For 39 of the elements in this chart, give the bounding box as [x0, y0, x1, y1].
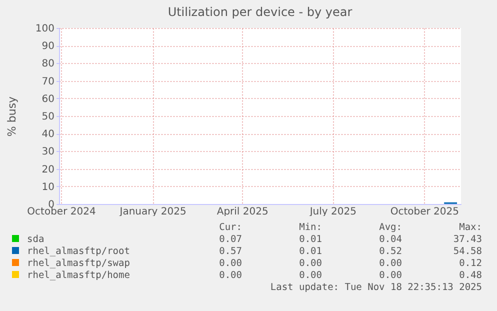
y-tick-label: 100	[35, 24, 54, 34]
text: Max:	[458, 222, 482, 234]
text: 0.00	[298, 258, 322, 270]
text: 0.12	[458, 258, 482, 270]
text: 0.00	[218, 258, 242, 270]
text: 0.07	[218, 234, 242, 246]
y-tick-label: 10	[42, 182, 54, 193]
y-tick-label: 60	[42, 94, 54, 105]
y-tick-label: 70	[42, 76, 54, 88]
x-tick-label: October 2024	[27, 206, 96, 218]
text: Avg:	[378, 222, 402, 234]
x-tick-label: October 2025	[390, 206, 460, 218]
y-tick-label: 20	[42, 164, 54, 176]
y-tick-label: 40	[42, 129, 54, 140]
legend-label: rhel_almasftp/swap	[26, 258, 131, 270]
text: 0.00	[378, 270, 402, 282]
y-tick-label: 90	[42, 41, 54, 52]
text: 0.48	[458, 270, 482, 282]
legend-label: rhel_almasftp/root	[26, 246, 131, 258]
y-axis-title: % busy	[5, 96, 18, 137]
y-tick-label: 30	[42, 146, 54, 158]
chart-title: Utilization per device - by year	[168, 5, 352, 19]
text: 0.04	[378, 234, 402, 246]
legend-label: rhel_almasftp/home	[26, 270, 131, 282]
text: 0.01	[298, 234, 322, 246]
text: 54.58	[452, 246, 482, 258]
text: 0.00	[298, 270, 322, 282]
text: 0.00	[378, 258, 402, 270]
text: 0.01	[298, 246, 322, 258]
text: 0.00	[218, 270, 242, 282]
legend-label: sda	[26, 234, 46, 246]
text: 0.57	[218, 246, 242, 258]
y-tick-label: 80	[42, 58, 54, 70]
text: 0.52	[378, 246, 402, 258]
text: 37.43	[452, 234, 482, 246]
text: Cur:	[218, 222, 242, 234]
y-tick-label: 50	[42, 112, 54, 122]
text: Last update: Tue Nov 18 22:35:13 2025	[269, 282, 482, 293]
text: Min:	[298, 222, 322, 234]
